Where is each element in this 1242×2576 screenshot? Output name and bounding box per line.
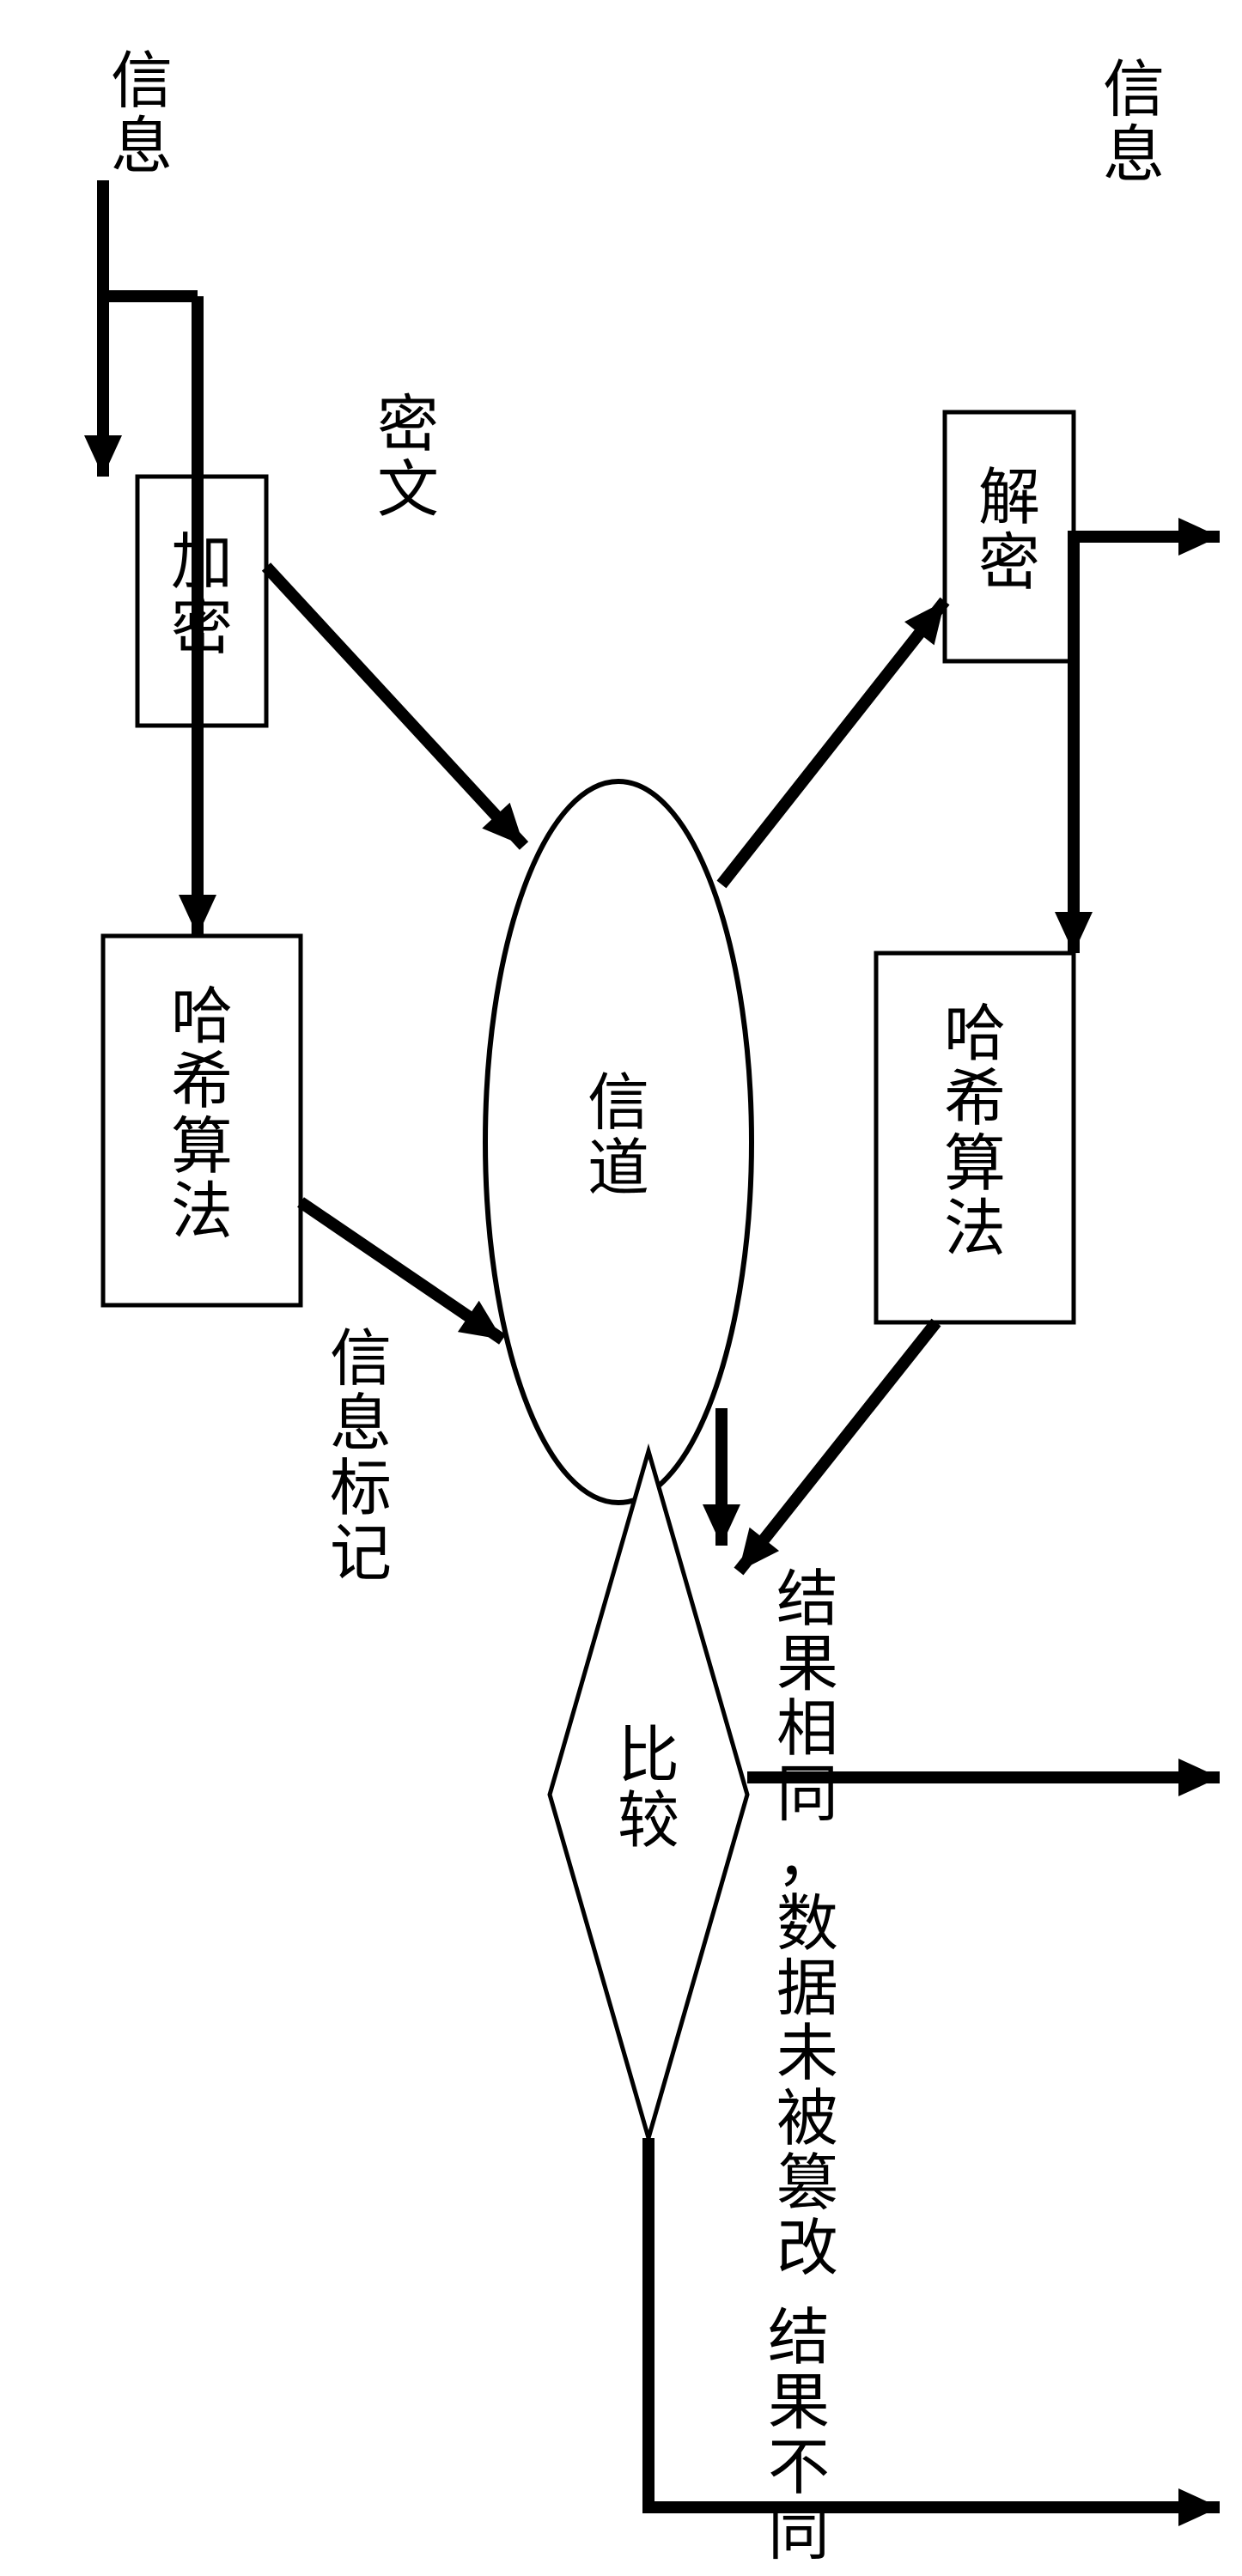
svg-text:比较: 比较 bbox=[618, 1722, 679, 1856]
svg-text:信道: 信道 bbox=[588, 1069, 649, 1203]
arrow bbox=[739, 1322, 936, 1571]
svg-text:解密: 解密 bbox=[978, 464, 1040, 598]
svg-text:哈希算法: 哈希算法 bbox=[944, 999, 1006, 1263]
arrow bbox=[84, 180, 122, 477]
arrow bbox=[648, 2138, 1220, 2526]
label-info_in: 信息 bbox=[111, 47, 173, 181]
arrow bbox=[721, 601, 945, 884]
label-info_out: 信息 bbox=[1103, 56, 1165, 190]
label-result_diff: 结果不同，数据已被篡改 bbox=[768, 2304, 830, 2576]
label-info_tag: 信息标记 bbox=[330, 1325, 392, 1589]
arrow bbox=[301, 1202, 502, 1340]
arrow bbox=[266, 567, 524, 846]
label-ciphertext: 密文 bbox=[377, 391, 439, 525]
arrow bbox=[703, 1408, 740, 1546]
label-result_same: 结果相同，数据未被篡改 bbox=[776, 1565, 838, 2283]
svg-text:哈希算法: 哈希算法 bbox=[171, 982, 233, 1246]
